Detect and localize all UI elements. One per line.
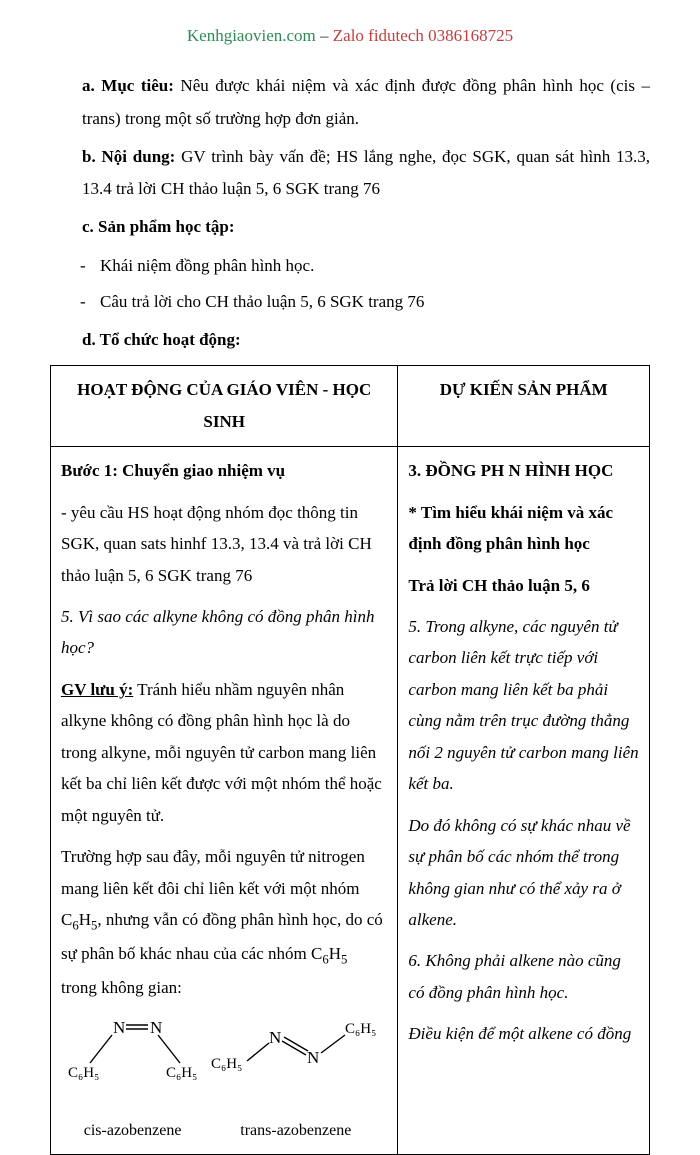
list-item: Khái niệm đồng phân hình học. xyxy=(100,250,650,282)
table-head-right: DỰ KIẾN SẢN PHẨM xyxy=(398,365,650,447)
left-p2: Trường hợp sau đây, mỗi nguyên tử nitrog… xyxy=(61,841,387,1003)
note-text: Tránh hiểu nhầm nguyên nhân alkyne không… xyxy=(61,680,382,825)
step1-heading: Bước 1: Chuyển giao nhiệm vụ xyxy=(61,455,387,486)
svg-text:C₆H₅: C₆H₅ xyxy=(68,1065,99,1081)
svg-text:N: N xyxy=(113,1018,125,1037)
cis-caption: cis-azobenzene xyxy=(68,1116,198,1146)
list-item: Câu trả lời cho CH thảo luận 5, 6 SGK tr… xyxy=(100,286,650,318)
table-head-left: HOẠT ĐỘNG CỦA GIÁO VIÊN - HỌC SINH xyxy=(51,365,398,447)
activity-table: HOẠT ĐỘNG CỦA GIÁO VIÊN - HỌC SINH DỰ KI… xyxy=(50,365,650,1155)
section-d-label: d. Tổ chức hoạt động: xyxy=(50,324,650,356)
header-dash: – xyxy=(316,26,333,45)
page-header: Kenhgiaovien.com – Zalo fidutech 0386168… xyxy=(50,20,650,52)
cis-diagram: N N C₆H₅ C₆H₅ cis-azobenzene xyxy=(68,1013,198,1146)
right-sub2: Trả lời CH thảo luận 5, 6 xyxy=(408,570,639,601)
section-c-label: c. Sản phẩm học tập: xyxy=(50,211,650,243)
left-q5: 5. Vì sao các alkyne không có đồng phân … xyxy=(61,601,387,664)
svg-text:N: N xyxy=(150,1018,162,1037)
svg-text:C₆H₅: C₆H₅ xyxy=(345,1021,376,1037)
section-b: b. Nội dung: GV trình bày vấn đề; HS lắn… xyxy=(50,141,650,206)
svg-text:C₆H₅: C₆H₅ xyxy=(166,1065,197,1081)
cell-left: Bước 1: Chuyển giao nhiệm vụ - yêu cầu H… xyxy=(51,447,398,1155)
table-row: Bước 1: Chuyển giao nhiệm vụ - yêu cầu H… xyxy=(51,447,650,1155)
svg-text:C₆H₅: C₆H₅ xyxy=(211,1056,242,1072)
trans-caption: trans-azobenzene xyxy=(211,1116,381,1146)
site-name: Kenhgiaovien.com xyxy=(187,26,316,45)
right-sub1: * Tìm hiểu khái niệm và xác định đồng ph… xyxy=(408,497,639,560)
svg-text:N: N xyxy=(307,1048,319,1067)
trans-structure-icon: C₆H₅ N N C₆H₅ xyxy=(211,1013,381,1098)
diagram-row: N N C₆H₅ C₆H₅ cis-azobenzene xyxy=(61,1013,387,1146)
label-b: b. Nội dung: xyxy=(82,147,175,166)
label-c: c. Sản phẩm học tập: xyxy=(82,217,235,236)
left-p1: - yêu cầu HS hoạt động nhóm đọc thông ti… xyxy=(61,497,387,591)
cell-right: 3. ĐỒNG PH N HÌNH HỌC * Tìm hiểu khái ni… xyxy=(398,447,650,1155)
right-a6b: Điều kiện để một alkene có đồng xyxy=(408,1018,639,1049)
cis-structure-icon: N N C₆H₅ C₆H₅ xyxy=(68,1013,198,1098)
label-d: d. Tổ chức hoạt động: xyxy=(82,330,241,349)
right-a6: 6. Không phải alkene nào cũng có đồng ph… xyxy=(408,945,639,1008)
note-label: GV lưu ý: xyxy=(61,680,133,699)
svg-text:N: N xyxy=(269,1028,281,1047)
right-a5b: Do đó không có sự khác nhau về sự phân b… xyxy=(408,810,639,936)
label-a: a. Mục tiêu: xyxy=(82,76,174,95)
right-a5: 5. Trong alkyne, các nguyên tử carbon li… xyxy=(408,611,639,800)
contact-info: Zalo fidutech 0386168725 xyxy=(333,26,513,45)
trans-diagram: C₆H₅ N N C₆H₅ trans-azobenzene xyxy=(211,1013,381,1146)
right-h3: 3. ĐỒNG PH N HÌNH HỌC xyxy=(408,455,639,486)
left-note: GV lưu ý: Tránh hiểu nhầm nguyên nhân al… xyxy=(61,674,387,831)
section-c-list: Khái niệm đồng phân hình học. Câu trả lờ… xyxy=(50,250,650,319)
section-a: a. Mục tiêu: Nêu được khái niệm và xác đ… xyxy=(50,70,650,135)
